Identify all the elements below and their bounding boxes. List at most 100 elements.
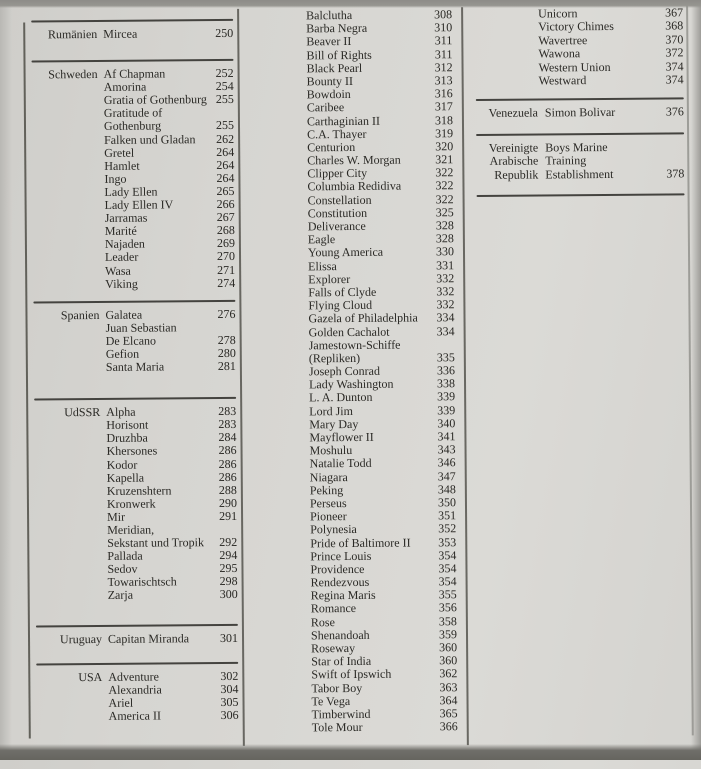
page-number: 288 (218, 482, 237, 497)
ship-name: Gretel (104, 145, 135, 160)
country-label: USA (26, 670, 102, 685)
page-number: 250 (215, 25, 234, 41)
index-column-left: Rumänien Mircea 250 Schweden Af Chapman 252 Am… (21, 18, 243, 724)
page-number: 262 (216, 131, 235, 146)
ship-name: Rose (310, 614, 335, 629)
ship-name: Regina Maris (310, 588, 376, 603)
page-number: 368 (665, 18, 684, 33)
page-number: 352 (438, 521, 457, 536)
index-entry-row: Santa Maria 281 (105, 358, 240, 374)
page-number: 281 (217, 358, 236, 374)
index-entry-row: Establishment 378 (545, 165, 688, 182)
country-label-line: UdSSR (64, 405, 101, 420)
ship-name: Capitan Miranda (107, 630, 190, 646)
ship-name: (Repliken) (308, 350, 361, 366)
country-label-line: Schweden (48, 67, 98, 82)
photo-background-top-edge (0, 0, 701, 8)
ship-name: Zarja (107, 588, 134, 603)
country-label: Vereinigte Arabische Republik (476, 140, 539, 182)
ship-name: Lady Ellen IV (104, 197, 174, 212)
ship-name: Tole Mour (311, 720, 363, 735)
ship-name: Kronwerk (106, 496, 156, 511)
page-number: 270 (216, 249, 236, 264)
country-label: Rumänien (21, 26, 98, 42)
ship-name: Eagle (307, 232, 336, 247)
ship-name: Marité (104, 223, 137, 239)
page-number: 304 (220, 681, 239, 696)
page-number: 339 (437, 402, 456, 417)
ship-name: Natalie Todd (309, 456, 372, 471)
page-number: 322 (435, 191, 454, 206)
ship-name: Falken und Gladan (104, 131, 196, 147)
page-number: 274 (217, 275, 236, 290)
photo-background-bottom-edge (0, 744, 701, 760)
ship-name: Young America (307, 245, 384, 260)
page-number: 286 (218, 456, 237, 471)
ship-name: Centurion (307, 139, 356, 155)
page-number: 302 (220, 668, 239, 683)
entry-list: Alpha 283 Horisont 283 Druzhba 284 Khersones 28… (106, 404, 242, 603)
ship-name: Beaver II (306, 34, 352, 49)
page-number: 347 (437, 468, 456, 483)
page-number: 300 (219, 587, 238, 602)
ship-name: Leader (104, 250, 139, 265)
entry-list: Balclutha 308 Barba Negra 310 Beaver II 311 Bi… (306, 7, 467, 735)
country-label-line: Rumänien (47, 26, 98, 42)
page-number: 362 (439, 666, 458, 681)
ship-name: Moshulu (309, 443, 353, 458)
page-number: 255 (215, 118, 235, 133)
ship-name: Towarischtsch (107, 574, 177, 590)
ship-name: L. A. Dunton (309, 390, 373, 405)
ship-name: Alexandria (108, 682, 162, 697)
ship-name: Mary Day (309, 416, 359, 432)
country-label-line: Uruguay (59, 631, 103, 646)
page-number: 376 (665, 104, 684, 119)
index-section: UdSSR Alpha 283 Horisont 283 Druzhba 284 Kherso… (24, 399, 242, 603)
ship-name: Barba Negra (306, 21, 368, 36)
page-shadow-right-edge (691, 0, 701, 760)
page-number: 366 (439, 719, 458, 734)
ship-name: Establishment (545, 166, 614, 181)
page-number: 331 (436, 257, 455, 272)
ship-name: Romance (310, 601, 357, 616)
ship-name: Peking (309, 482, 344, 498)
ship-name: Balclutha (306, 7, 353, 23)
index-entry-row: Mircea 250 (103, 25, 237, 41)
index-entry-row: Viking 274 (105, 275, 239, 290)
ship-name: Training (545, 153, 587, 168)
page-number: 374 (665, 72, 684, 87)
index-section: Uruguay Capitan Miranda 301 (26, 625, 242, 646)
index-entry-row: Capitan Miranda 301 (107, 630, 242, 646)
ship-name: Mayflower II (309, 429, 374, 445)
ship-name: Alpha (106, 404, 136, 420)
ship-name: Explorer (308, 271, 351, 287)
page-number: 378 (666, 165, 685, 181)
index-entry-row: Westward 374 (539, 72, 688, 88)
country-label: Venezuela (476, 106, 538, 121)
ship-name: Columbia Redidiva (307, 179, 402, 194)
page-number: 286 (218, 443, 237, 458)
ship-name: Santa Maria (105, 359, 165, 374)
page-number: 306 (220, 707, 239, 722)
ship-name: Lord Jim (309, 403, 353, 418)
ship-name: Polynesia (310, 522, 357, 537)
ship-name: Kodor (106, 457, 138, 472)
ship-name: Carthaginian II (306, 113, 381, 128)
country-label: Schweden (22, 67, 98, 82)
index-section: Rumänien Mircea 250 (21, 21, 237, 42)
page-number: 317 (434, 99, 453, 114)
entry-list: Mircea 250 (103, 25, 237, 41)
page-number: 322 (435, 178, 454, 193)
index-entry-row: Zarja 300 (107, 587, 242, 603)
ship-name: Swift of Ipswich (311, 667, 392, 682)
index-section: Balclutha 308 Barba Negra 310 Beaver II 311 Bi… (297, 7, 467, 735)
ship-name: Wasa (105, 263, 131, 278)
index-section: Spanien Galatea 276 Juan Sebastian De Elcano… (23, 302, 240, 375)
country-label: Uruguay (26, 631, 103, 647)
ship-name: Black Pearl (306, 60, 363, 76)
ship-name: Shenandoah (310, 627, 370, 643)
ship-name: Western Union (538, 59, 611, 75)
index-section: Schweden Af Chapman 252 Amorina 254 Gratia of… (21, 61, 239, 291)
entry-list: Boys Marine Training Establishment 378 (545, 140, 688, 181)
